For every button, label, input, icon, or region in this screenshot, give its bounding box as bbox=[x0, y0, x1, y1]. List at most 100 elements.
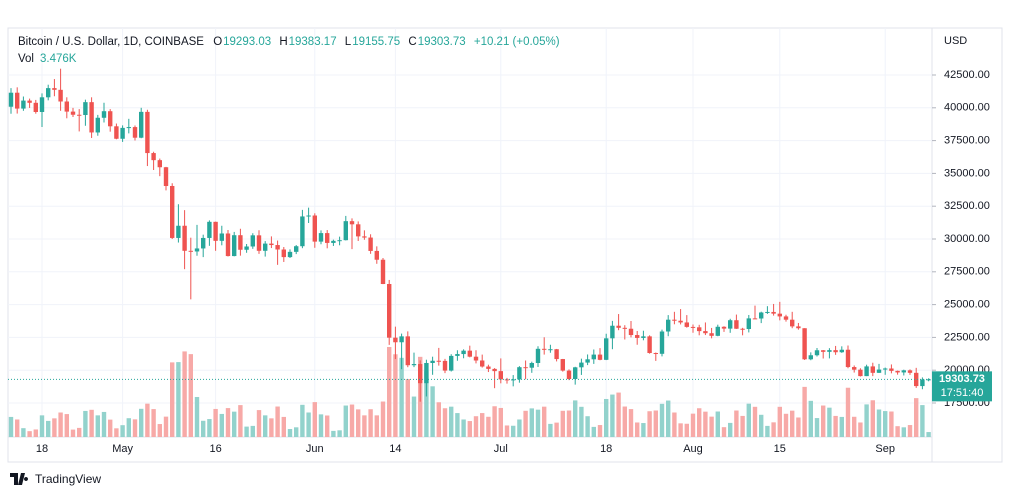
candle-body bbox=[356, 224, 361, 237]
volume-bar bbox=[783, 413, 789, 437]
volume-bar bbox=[864, 404, 869, 437]
volume-bar bbox=[827, 407, 832, 437]
volume-bar bbox=[777, 406, 782, 437]
candle-body bbox=[331, 240, 336, 243]
volume-bar bbox=[275, 406, 280, 437]
volume-bar bbox=[721, 427, 727, 437]
candle-body bbox=[523, 367, 528, 369]
candle-body bbox=[628, 328, 634, 336]
volume-bar bbox=[814, 418, 820, 437]
volume-bar bbox=[535, 409, 541, 437]
volume-bar bbox=[889, 411, 894, 437]
candle-body bbox=[163, 167, 169, 186]
y-tick-label: 22500.00 bbox=[944, 331, 990, 343]
candle-body bbox=[368, 237, 373, 251]
candle-body bbox=[399, 336, 404, 343]
candle-body bbox=[759, 312, 764, 319]
candle-body bbox=[145, 111, 150, 154]
volume-bar bbox=[684, 423, 689, 437]
candle-body bbox=[101, 111, 107, 118]
volume-bar bbox=[201, 420, 206, 437]
volume-bar bbox=[442, 408, 448, 437]
candle-body bbox=[467, 350, 472, 357]
candle-body bbox=[114, 126, 119, 139]
volume-bar bbox=[808, 400, 813, 437]
candle-body bbox=[380, 259, 386, 285]
candle-body bbox=[740, 328, 745, 330]
volume-bar bbox=[653, 410, 658, 437]
candle-body bbox=[616, 325, 621, 328]
candle-body bbox=[318, 233, 324, 242]
volume-bar bbox=[467, 421, 472, 437]
volume-bar bbox=[765, 425, 770, 437]
volume-bar bbox=[325, 415, 330, 437]
candle-body bbox=[287, 251, 293, 258]
candle-body bbox=[64, 101, 69, 112]
candle-body bbox=[802, 328, 807, 360]
candle-body bbox=[374, 250, 379, 260]
candle-body bbox=[554, 349, 559, 360]
candle-body bbox=[492, 368, 497, 372]
volume-bar bbox=[728, 422, 733, 437]
ohlc-value: 19383.17 bbox=[288, 36, 337, 48]
volume-bar bbox=[504, 425, 510, 437]
candle-body bbox=[573, 367, 578, 379]
candle-body bbox=[827, 350, 832, 352]
candle-body bbox=[752, 318, 758, 320]
candle-body bbox=[796, 326, 801, 329]
volume-bar bbox=[579, 406, 584, 437]
volume-bar bbox=[114, 428, 119, 437]
volume-bar bbox=[845, 387, 851, 437]
x-tick-label: 14 bbox=[389, 443, 401, 455]
volume-bar bbox=[597, 425, 603, 437]
candle-body bbox=[83, 102, 88, 116]
candle-body bbox=[709, 333, 714, 336]
volume-bar bbox=[163, 416, 169, 437]
volume-bar bbox=[182, 351, 187, 437]
volume-bar bbox=[362, 415, 367, 437]
candle-body bbox=[517, 367, 522, 380]
candle-body bbox=[771, 311, 776, 314]
volume-bar bbox=[573, 400, 578, 437]
candle-body bbox=[864, 366, 869, 377]
candle-body bbox=[486, 366, 491, 369]
candle-body bbox=[597, 354, 603, 360]
candle-body bbox=[244, 246, 249, 250]
candle-body bbox=[232, 235, 237, 257]
candle-body bbox=[480, 360, 485, 367]
volume-bar bbox=[188, 354, 193, 437]
x-tick-label: May bbox=[112, 443, 133, 455]
candle-body bbox=[504, 379, 510, 381]
volume-bar bbox=[715, 411, 720, 437]
candle-body bbox=[139, 111, 144, 138]
candle-body bbox=[783, 316, 789, 320]
x-tick-label: 15 bbox=[774, 443, 786, 455]
volume-bar bbox=[411, 396, 417, 437]
volume-bar bbox=[337, 430, 342, 437]
volume-bar bbox=[523, 410, 528, 437]
volume-bar bbox=[306, 412, 311, 437]
volume-bar bbox=[666, 400, 671, 437]
candle-body bbox=[95, 117, 100, 133]
volume-bar bbox=[907, 425, 913, 437]
volume-bar bbox=[839, 416, 844, 437]
volume-bar bbox=[870, 400, 875, 437]
candle-body bbox=[225, 233, 231, 257]
chart: USD 17500.0020000.0022500.0025000.002750… bbox=[7, 27, 1003, 463]
candle-body bbox=[449, 355, 454, 371]
candle-body bbox=[560, 359, 565, 371]
candle-body bbox=[852, 367, 857, 370]
volume-bar bbox=[473, 416, 479, 437]
candle-body bbox=[207, 221, 212, 238]
volume-bar bbox=[734, 410, 739, 437]
volume-bar bbox=[430, 386, 435, 437]
volume-bar bbox=[101, 411, 107, 437]
candle-body bbox=[213, 221, 218, 241]
candle-body bbox=[703, 331, 708, 334]
candle-body bbox=[684, 322, 689, 327]
candle-body bbox=[746, 318, 751, 330]
volume-bar bbox=[610, 394, 615, 437]
x-tick-label: Jul bbox=[494, 443, 508, 455]
volume-bar bbox=[566, 410, 572, 437]
candle-body bbox=[889, 368, 894, 371]
